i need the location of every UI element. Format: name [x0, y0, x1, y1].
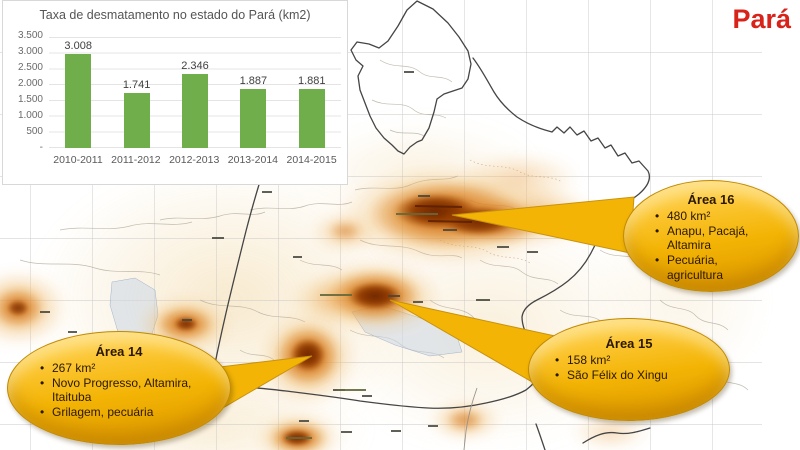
callout-bullet-list: 158 km² São Félix do Xingu: [554, 353, 704, 382]
callout-bullet-list: 267 km² Novo Progresso, Altamira, Itaitu…: [39, 361, 199, 420]
bar-value-label: 1.881: [297, 74, 326, 87]
callout-bullet: 158 km²: [554, 353, 704, 368]
chart-x-axis: 2010-2011 2011-2012 2012-2013 2013-2014 …: [49, 154, 341, 166]
callout-area16: Área 16 480 km² Anapu, Pacajá, Altamira …: [623, 180, 799, 292]
x-tick: 2013-2014: [227, 154, 278, 166]
bar-value-label: 1.887: [239, 74, 268, 87]
callout-area14: Área 14 267 km² Novo Progresso, Altamira…: [7, 331, 231, 445]
bar: [298, 88, 325, 148]
x-tick: 2010-2011: [53, 154, 103, 166]
bar-group: 1.741: [109, 37, 165, 148]
bar-group: 3.008: [50, 37, 106, 148]
bar: [123, 93, 150, 148]
callout-bullet: São Félix do Xingu: [554, 368, 704, 383]
bar: [181, 74, 208, 148]
chart-plot-area: 3.008 1.741 2.346 1.887 1.881: [49, 37, 341, 148]
callout-bullet: Grilagem, pecuária: [39, 405, 199, 420]
bar-group: 1.881: [284, 37, 340, 148]
chart-y-axis: 3.500 3.000 2.500 2.000 1.500 1.000 500 …: [3, 30, 43, 153]
bar: [65, 53, 92, 148]
y-tick: 1.500: [17, 94, 43, 105]
map-label-marks: [40, 71, 566, 433]
x-tick: 2014-2015: [286, 154, 337, 166]
border-south-detail: [535, 423, 651, 450]
callout-title: Área 15: [605, 336, 653, 351]
callout-bullet: Pecuária, agricultura: [654, 253, 768, 282]
bar-value-label: 1.741: [122, 79, 151, 92]
x-tick: 2011-2012: [111, 154, 161, 166]
page-title: Pará: [732, 4, 791, 34]
bar-group: 2.346: [167, 37, 223, 148]
y-tick: 500: [26, 126, 43, 137]
chart-title: Taxa de desmatamento no estado do Pará (…: [39, 8, 311, 22]
y-tick: 2.500: [17, 62, 43, 73]
bar-group: 1.887: [225, 37, 281, 148]
callout-bullet: Novo Progresso, Altamira, Itaituba: [39, 376, 199, 405]
callout-bullet-list: 480 km² Anapu, Pacajá, Altamira Pecuária…: [654, 209, 768, 282]
y-tick: 2.000: [17, 78, 43, 89]
callout-title: Área 16: [687, 192, 735, 207]
deforestation-chart-panel: Taxa de desmatamento no estado do Pará (…: [2, 0, 348, 185]
y-tick: -: [39, 142, 43, 153]
bar-value-label: 2.346: [181, 60, 209, 73]
callout-bullet: Anapu, Pacajá, Altamira: [654, 224, 768, 253]
bar: [240, 88, 267, 148]
x-tick: 2012-2013: [169, 154, 220, 166]
amapa-outline: [350, 0, 472, 155]
callout-bullet: 267 km²: [39, 361, 199, 376]
river-south: [463, 387, 478, 450]
callout-area15: Área 15 158 km² São Félix do Xingu: [528, 318, 730, 421]
y-tick: 3.500: [17, 30, 43, 41]
road-marks: [286, 213, 438, 439]
y-tick: 3.000: [17, 46, 43, 57]
callout-title: Área 14: [95, 344, 143, 359]
callout-bullet: 480 km²: [654, 209, 768, 224]
y-tick: 1.000: [17, 110, 43, 121]
bar-value-label: 3.008: [64, 39, 92, 52]
